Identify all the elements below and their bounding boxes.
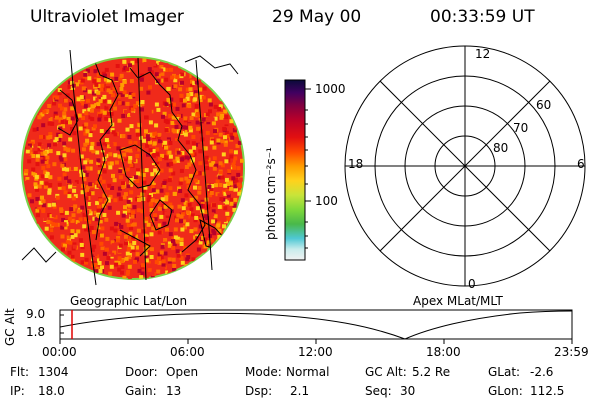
status-mode-label: Mode: [245, 365, 282, 379]
status-glat-label: GLat: [488, 365, 521, 379]
uv-disk-image [21, 49, 245, 286]
altitude-ytick-1-8: 1.8 [26, 325, 46, 339]
altitude-xtick-1200: 12:00 [298, 345, 333, 359]
status-door-value: Open [166, 365, 199, 379]
status-flt-value: 1304 [38, 365, 69, 379]
date-label: 29 May 00 [272, 7, 362, 27]
status-gain-value: 13 [166, 384, 182, 398]
altitude-xtick-0600: 06:00 [170, 345, 205, 359]
colorbar-tick-1000: 1000 [315, 82, 346, 96]
instrument-title: Ultraviolet Imager [30, 7, 184, 27]
mlat-label-60: 60 [536, 98, 552, 112]
status-glon-value: 112.5 [530, 384, 565, 398]
time-label: 00:33:59 UT [430, 7, 535, 27]
altitude-xtick-2359: 23:59 [554, 345, 589, 359]
status-glon-label: GLon: [488, 384, 523, 398]
status-seq-value: 30 [400, 384, 416, 398]
altitude-plot [59, 309, 573, 344]
status-ip-label: IP: [10, 384, 25, 398]
status-mode-value: Normal [286, 365, 330, 379]
altitude-xtick-0000: 00:00 [42, 345, 77, 359]
mlt-label-12: 12 [475, 47, 491, 61]
status-gcalt-value: 5.2 Re [412, 365, 451, 379]
status-gcalt-label: GC Alt: [365, 365, 407, 379]
status-door-label: Door: [125, 365, 158, 379]
status-seq-label: Seq: [365, 384, 392, 398]
altitude-ytick-9: 9.0 [26, 307, 46, 321]
altitude-xtick-1800: 18:00 [426, 345, 461, 359]
colorbar [284, 79, 311, 261]
status-ip-value: 18.0 [38, 384, 65, 398]
mlat-label-80: 80 [493, 141, 509, 155]
mlt-label-0: 0 [468, 277, 476, 291]
status-glat-value: -2.6 [530, 365, 554, 379]
altitude-ylabel: GC Alt [3, 308, 17, 346]
mlt-label-6: 6 [577, 157, 585, 171]
geographic-projection-label: Geographic Lat/Lon [70, 294, 188, 308]
colorbar-unit-label: photon cm⁻²s⁻¹ [264, 147, 278, 240]
polar-mlt-plot [344, 45, 586, 287]
status-flt-label: Flt: [10, 365, 29, 379]
status-gain-label: Gain: [125, 384, 157, 398]
mlt-label-18: 18 [348, 157, 364, 171]
status-dsp-label: Dsp: [245, 384, 273, 398]
colorbar-tick-100: 100 [315, 194, 338, 208]
mlat-label-70: 70 [513, 121, 529, 135]
apex-projection-label: Apex MLat/MLT [413, 294, 503, 308]
status-dsp-value: 2.1 [290, 384, 310, 398]
